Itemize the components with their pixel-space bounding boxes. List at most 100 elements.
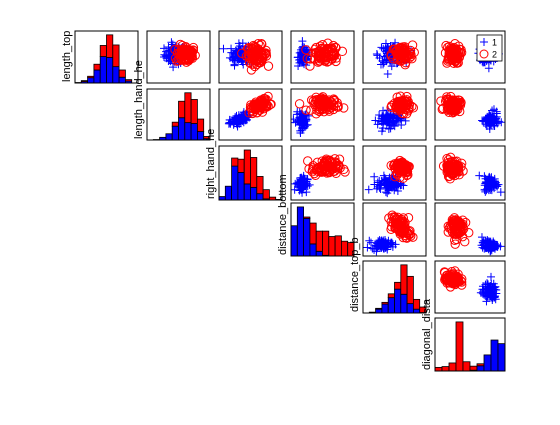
axis-label-right_hand_he: right_hand_he [205,129,217,199]
scatter-point-group-2 [338,47,346,55]
histogram-length_top [75,35,132,83]
histogram-bar-group-2 [197,119,203,131]
histogram-bar-group-1 [491,340,498,371]
scatter-points [291,155,350,197]
scatter-points [365,156,414,197]
scatter-panel-length_hand_he-vs-distance_top_b [371,92,417,135]
histogram-bar-group-1 [297,207,303,256]
scatter-points [160,38,199,71]
scatter-point-group-1 [384,70,392,78]
axis-label-length_top: length_top [61,31,73,82]
histogram-bar-group-1 [388,298,394,313]
histogram-bar-group-2 [463,362,470,371]
scatter-points [225,92,275,130]
histogram-bar-group-2 [310,223,316,244]
histogram-bar-group-1 [251,187,257,200]
histogram-bar-group-2 [244,150,250,184]
scatter-panel-length_hand_he-vs-diagonal_dista [437,92,506,133]
histogram-bar-group-2 [329,237,335,256]
scatter-points [439,153,504,196]
histogram-bar-group-1 [304,218,310,256]
histogram-bar-group-1 [179,118,185,140]
histogram-bar-group-1 [401,294,407,313]
histogram-bar-group-2 [172,122,178,126]
histogram-distance_top_b [369,265,426,313]
scatter-point-group-1 [487,273,495,281]
legend: 12 [477,35,502,61]
legend-label-group-2: 2 [492,50,497,60]
histogram-bar-group-2 [125,80,131,81]
scatter-points [289,93,348,137]
histogram-bar-group-1 [172,126,178,140]
scatter-panel-length_top-vs-right_hand_he [219,39,272,74]
histogram-bar-group-1 [257,194,263,200]
histogram-bar-group-2 [407,276,413,303]
axis-label-distance_top_b: distance_top_b [349,237,361,312]
histogram-bar-group-2 [119,70,125,77]
histogram-bar-group-1 [100,57,106,83]
scatter-panel-length_top-vs-length_hand_he [160,38,199,71]
histogram-bar-group-1 [395,289,401,313]
histogram-length_hand_he [153,93,210,140]
histogram-distance_bottom [291,207,354,256]
histogram-bar-group-2 [257,176,263,193]
histogram-bar-group-1 [94,70,100,83]
histogram-right_hand_he [219,150,282,200]
scatter-points [444,214,504,256]
histogram-bar-group-1 [291,226,297,256]
scatter-point-group-2 [304,157,312,165]
scatter-points [373,39,419,78]
scatter-point-group-1 [219,45,227,53]
scatter-panel-distance_bottom-vs-diagonal_dista [444,214,504,256]
axis-label-distance_bottom: distance_bottom [277,174,289,255]
histogram-bar-group-2 [413,299,419,309]
histogram-bar-group-2 [470,366,477,370]
histogram-bar-group-2 [335,236,341,256]
histogram-bar-group-1 [185,123,191,140]
histogram-bar-group-1 [113,67,119,83]
histogram-bar-group-2 [81,81,87,82]
histogram-bar-group-2 [323,231,329,255]
scatter-point-group-1 [370,173,378,181]
histogram-bar-group-1 [197,132,203,140]
histogram-bar-group-2 [449,363,456,371]
histogram-bar-group-1 [310,244,316,256]
axis-label-diagonal_dista: diagonal_dista [421,298,433,370]
scatter-points [371,92,417,135]
histogram-bar-group-1 [484,355,491,371]
scatter-points [440,267,500,306]
histogram-bar-group-1 [225,186,231,200]
histogram-bar-group-2 [100,45,106,56]
histogram-bar-group-2 [376,308,382,309]
histogram-diagonal_dista [435,322,505,371]
histogram-bar-group-2 [316,231,322,251]
histogram-bar-group-2 [251,157,257,187]
histogram-bar-group-2 [477,364,484,366]
scatter-point-group-1 [497,188,505,196]
histogram-bar-group-1 [407,304,413,313]
scatter-points [437,92,506,133]
histogram-bar-group-2 [238,159,244,172]
histogram-bar-group-1 [232,166,238,200]
scatter-points [219,39,272,74]
histogram-bar-group-1 [107,57,113,83]
scatter-panel-right_hand_he-vs-distance_bottom [291,155,350,197]
scatter-panel-right_hand_he-vs-diagonal_dista [439,153,504,196]
scatter-point-group-1 [365,186,373,194]
scatter-panel-length_top-vs-distance_top_b [373,39,419,78]
scatter-panel-distance_bottom-vs-distance_top_b [363,211,417,255]
histogram-bar-group-2 [401,265,407,294]
histogram-bar-group-1 [376,309,382,313]
histogram-bar-group-1 [477,366,484,371]
scatter-panel-distance_top_b-vs-diagonal_dista [440,267,500,306]
histogram-bar-group-2 [191,99,197,123]
histogram-bar-group-1 [166,134,172,140]
histogram-bar-group-1 [316,251,322,256]
histogram-bar-group-1 [382,304,388,313]
histogram-bar-group-1 [413,309,419,313]
scatter-point-group-1 [365,237,373,245]
histogram-bar-group-2 [232,158,238,166]
histogram-bar-group-2 [263,190,269,199]
scatter-panel-length_hand_he-vs-right_hand_he [225,92,275,130]
